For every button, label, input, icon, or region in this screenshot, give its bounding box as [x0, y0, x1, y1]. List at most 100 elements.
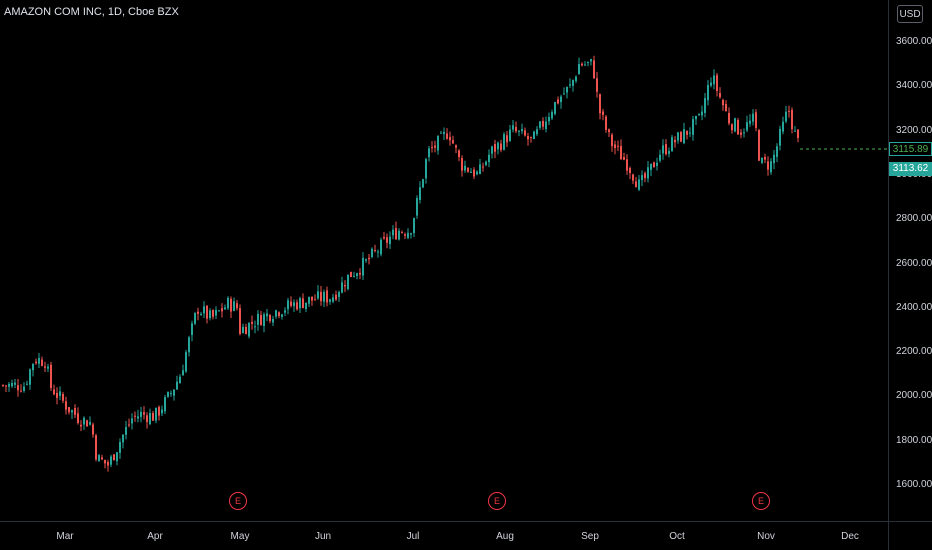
candle-body[interactable]	[308, 296, 310, 304]
candle-body[interactable]	[338, 292, 340, 298]
candle-body[interactable]	[683, 129, 685, 144]
candle-body[interactable]	[647, 167, 649, 179]
candle-body[interactable]	[242, 326, 244, 334]
candle-body[interactable]	[401, 232, 403, 234]
candle-body[interactable]	[161, 409, 163, 414]
candle-body[interactable]	[53, 389, 55, 395]
candle-body[interactable]	[512, 125, 514, 130]
candle-body[interactable]	[20, 390, 22, 392]
candle-body[interactable]	[635, 181, 637, 188]
candle-body[interactable]	[392, 229, 394, 236]
candle-body[interactable]	[587, 61, 589, 63]
candle-body[interactable]	[206, 305, 208, 319]
candle-body[interactable]	[254, 326, 256, 328]
candle-body[interactable]	[152, 412, 154, 421]
candle-body[interactable]	[221, 308, 223, 312]
candle-body[interactable]	[725, 104, 727, 112]
candle-body[interactable]	[689, 132, 691, 134]
candle-body[interactable]	[593, 60, 595, 79]
candle-body[interactable]	[185, 352, 187, 372]
candle-body[interactable]	[158, 406, 160, 416]
candle-body[interactable]	[191, 323, 193, 335]
candle-body[interactable]	[374, 249, 376, 251]
candle-body[interactable]	[452, 140, 454, 144]
candle-body[interactable]	[314, 299, 316, 301]
candle-body[interactable]	[521, 129, 523, 132]
candle-body[interactable]	[107, 462, 109, 466]
candle-body[interactable]	[35, 361, 37, 364]
candle-body[interactable]	[119, 441, 121, 453]
candle-body[interactable]	[389, 236, 391, 244]
candle-body[interactable]	[740, 132, 742, 135]
candle-body[interactable]	[332, 297, 334, 302]
candle-body[interactable]	[299, 298, 301, 309]
candle-body[interactable]	[548, 116, 550, 122]
candle-body[interactable]	[182, 370, 184, 376]
candle-body[interactable]	[719, 93, 721, 98]
candle-body[interactable]	[236, 303, 238, 309]
candle-body[interactable]	[581, 63, 583, 66]
candle-body[interactable]	[686, 130, 688, 135]
candle-body[interactable]	[41, 359, 43, 366]
candle-body[interactable]	[410, 233, 412, 235]
candle-body[interactable]	[329, 299, 331, 302]
candle-body[interactable]	[311, 296, 313, 301]
candle-body[interactable]	[617, 145, 619, 147]
candle-body[interactable]	[611, 134, 613, 147]
candle-body[interactable]	[275, 310, 277, 317]
candle-body[interactable]	[434, 145, 436, 148]
candle-body[interactable]	[545, 121, 547, 130]
earnings-marker-aug[interactable]: E	[488, 492, 506, 510]
candle-body[interactable]	[302, 298, 304, 308]
candle-body[interactable]	[518, 130, 520, 132]
candle-body[interactable]	[515, 127, 517, 132]
candle-body[interactable]	[752, 113, 754, 122]
candle-body[interactable]	[101, 457, 103, 460]
candle-body[interactable]	[695, 115, 697, 120]
candle-body[interactable]	[296, 302, 298, 310]
candle-body[interactable]	[455, 145, 457, 148]
candle-body[interactable]	[113, 454, 115, 461]
candle-body[interactable]	[497, 142, 499, 150]
candle-body[interactable]	[650, 163, 652, 170]
candle-body[interactable]	[131, 418, 133, 424]
candle-body[interactable]	[437, 135, 439, 151]
candle-body[interactable]	[146, 415, 148, 423]
candle-body[interactable]	[608, 129, 610, 133]
candle-body[interactable]	[542, 120, 544, 127]
candle-body[interactable]	[245, 326, 247, 335]
candle-body[interactable]	[239, 308, 241, 334]
candle-body[interactable]	[38, 358, 40, 364]
candle-body[interactable]	[671, 137, 673, 152]
candle-body[interactable]	[722, 99, 724, 106]
candle-body[interactable]	[356, 273, 358, 277]
candle-body[interactable]	[701, 111, 703, 116]
candle-body[interactable]	[233, 301, 235, 311]
candle-body[interactable]	[383, 236, 385, 239]
candle-body[interactable]	[551, 112, 553, 119]
candle-body[interactable]	[710, 82, 712, 86]
candle-body[interactable]	[140, 411, 142, 417]
candle-body[interactable]	[260, 314, 262, 326]
candle-body[interactable]	[668, 151, 670, 154]
candle-body[interactable]	[464, 165, 466, 171]
candle-body[interactable]	[485, 161, 487, 166]
candle-body[interactable]	[47, 366, 49, 369]
candle-body[interactable]	[734, 118, 736, 132]
candle-body[interactable]	[347, 274, 349, 290]
candle-body[interactable]	[626, 159, 628, 171]
candle-body[interactable]	[281, 314, 283, 317]
candle-body[interactable]	[95, 435, 97, 460]
candle-body[interactable]	[596, 78, 598, 92]
candle-body[interactable]	[782, 121, 784, 132]
candle-body[interactable]	[605, 116, 607, 130]
candle-body[interactable]	[59, 391, 61, 396]
candle-body[interactable]	[656, 162, 658, 166]
candle-body[interactable]	[215, 309, 217, 316]
candle-body[interactable]	[197, 311, 199, 314]
candle-body[interactable]	[632, 174, 634, 181]
candle-body[interactable]	[590, 59, 592, 62]
candle-body[interactable]	[5, 385, 7, 387]
candle-body[interactable]	[272, 319, 274, 323]
